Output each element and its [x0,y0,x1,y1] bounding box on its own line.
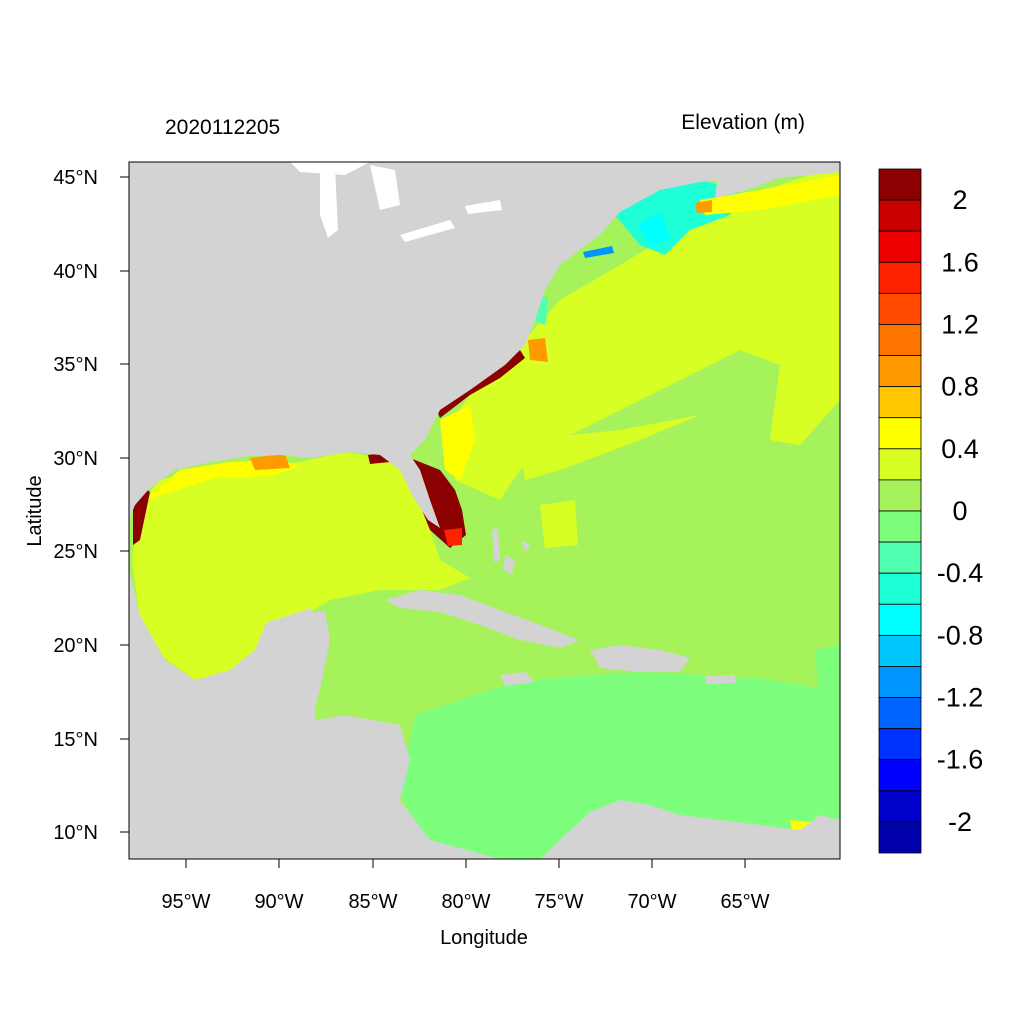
colorbar-label: -0.4 [937,558,984,588]
lake-erie [400,220,455,242]
colorbar-swatch [878,355,922,388]
colorbar-swatch [878,821,922,854]
longitude-axis: 95°W 90°W 85°W 80°W 75°W 70°W 65°W [161,859,770,913]
lat-tick-label: 35°N [53,354,98,376]
colorbar-swatch [878,728,922,761]
lake-huron [370,165,400,210]
colorbar-swatch [878,448,922,481]
colorbar-swatch [878,324,922,356]
jamaica-land [500,672,535,686]
lat-tick-label: 45°N [53,167,98,189]
colorbar-swatch [878,230,922,263]
gulf-of-mexico-region [132,452,470,680]
lat-tick-label: 15°N [53,729,98,751]
atlantic-offshore-band [445,165,840,500]
map-panel [128,161,841,860]
colorbar-swatch [878,634,922,667]
florida-land [380,455,440,528]
land-masses [129,162,840,859]
colorbar-label: 2 [952,185,967,215]
colorbar-swatch [878,168,922,201]
colorbar-swatch [878,603,922,636]
colorbar-label: -1.6 [937,745,984,775]
outer-banks-surge [528,338,548,362]
colorbar-label: 0.4 [941,434,979,464]
puerto-rico-land [705,675,736,684]
gulf-of-maine-core [638,212,670,248]
florida-surge [410,458,466,548]
cuba-land [385,590,580,648]
north-america-land [129,162,750,520]
great-lakes [290,162,502,242]
colorbar-label: 1.6 [941,247,979,277]
lat-tick-label: 10°N [53,822,98,844]
colorbar-swatch [878,541,922,574]
colorbar-swatch [878,292,922,325]
lake-michigan [320,166,338,238]
maritime-land [715,162,840,198]
mexico-land [129,570,500,859]
colorbar: 2 1.6 1.2 0.8 0.4 0 -0.4 -0.8 -1.2 -1.6 -2 [878,168,984,854]
lon-tick-label: 85°W [348,891,397,913]
colorbar-swatch [878,666,922,698]
colorbar-swatch [878,790,922,823]
date-label: 2020112205 [165,116,280,139]
bahamas-land [492,528,530,575]
colorbar-label: 0.8 [941,372,979,402]
long-island-sound [583,246,614,258]
colorbar-swatch [878,417,922,450]
colorbar-label: -2 [948,807,972,837]
colorbar-label: -1.2 [937,683,984,713]
lon-tick-label: 80°W [441,891,490,913]
colorbar-label: -0.8 [937,620,984,650]
gulf-north-coast-surge [145,460,300,500]
colorbar-swatch [878,479,922,512]
caribbean-sea-region [400,672,840,859]
lon-tick-label: 65°W [720,891,769,913]
colorbar-swatch [878,697,922,730]
lon-tick-label: 95°W [161,891,210,913]
bahamas-offshore [540,500,578,548]
lon-tick-label: 70°W [627,891,676,913]
colorbar-swatch [878,386,922,419]
hispaniola-land [590,645,690,672]
georgia-coast-surge [440,405,475,480]
nova-scotia-peak [695,200,712,213]
colorbar-swatch [878,510,922,543]
colorbar-swatch [878,572,922,605]
latitude-axis: 45°N 40°N 35°N 30°N 25°N 20°N 15°N 10°N [53,167,129,844]
lat-tick-label: 25°N [53,541,98,563]
louisiana-surge [250,454,290,470]
y-axis-label: Latitude [24,475,46,546]
lat-tick-label: 30°N [53,448,98,470]
lon-tick-label: 75°W [534,891,583,913]
lon-tick-label: 90°W [254,891,303,913]
atlantic-plume [520,415,700,480]
colorbar-label: 1.2 [941,309,979,339]
colorbar-swatch [878,759,922,792]
colorbar-label: 0 [952,496,967,526]
antilles-band [815,645,840,705]
lat-tick-label: 40°N [53,261,98,283]
yucatan-land [268,612,330,718]
map-frame [128,161,841,860]
nova-scotia-surge [700,175,840,215]
colorbar-swatch [878,199,922,232]
variable-label: Elevation (m) [681,111,805,134]
colorbar-swatch [878,261,922,294]
x-axis-label: Longitude [440,927,528,949]
lat-tick-label: 20°N [53,635,98,657]
lake-ontario [465,200,502,214]
florida-tip-surge [444,528,462,546]
south-america-land [540,800,840,859]
